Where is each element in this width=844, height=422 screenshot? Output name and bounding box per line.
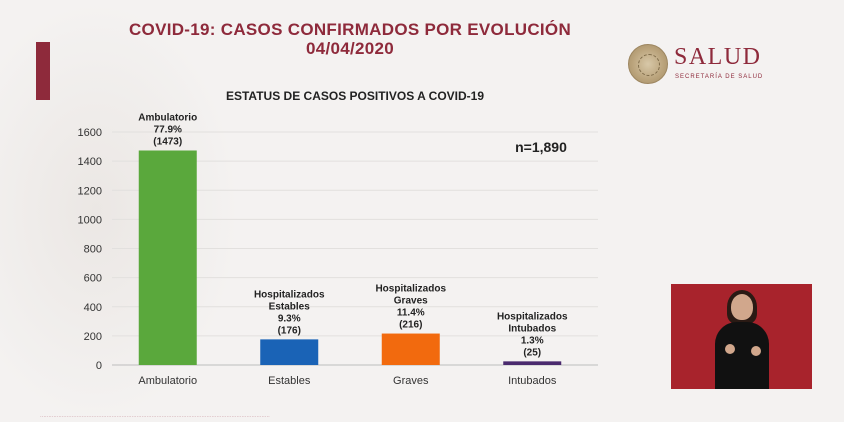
data-label: 1.3%	[521, 335, 544, 346]
data-label: Hospitalizados	[375, 284, 446, 295]
bar-ambulatorio	[138, 150, 197, 365]
sample-size-annotation: n=1,890	[515, 139, 567, 155]
data-label: Ambulatorio	[138, 112, 197, 123]
bar-estables	[260, 339, 319, 365]
sign-language-interpreter	[671, 284, 812, 389]
y-tick-label: 800	[84, 244, 102, 256]
accent-bar	[36, 42, 50, 100]
x-tick-label: Ambulatorio	[138, 375, 197, 387]
data-label: 77.9%	[154, 124, 182, 135]
data-label: (25)	[523, 347, 541, 358]
data-label: 11.4%	[397, 308, 425, 319]
logo-subtitle: SECRETARÍA DE SALUD	[675, 74, 764, 80]
bar-intubados	[503, 361, 562, 365]
data-label: (216)	[399, 320, 422, 331]
data-label: Hospitalizados	[254, 289, 325, 300]
y-tick-label: 600	[84, 273, 102, 285]
data-label: 9.3%	[278, 313, 301, 324]
y-tick-label: 0	[96, 360, 102, 372]
y-tick-label: 1000	[78, 214, 102, 226]
x-tick-label: Graves	[393, 375, 429, 387]
y-tick-label: 1400	[78, 156, 102, 168]
logo-brand: SALUD	[674, 44, 762, 70]
footnote: ········································…	[40, 414, 270, 420]
x-tick-label: Estables	[268, 375, 311, 387]
page-date: 04/04/2020	[305, 39, 395, 58]
salud-logo: SALUD SECRETARÍA DE SALUD	[628, 44, 788, 88]
data-label: Graves	[394, 296, 428, 307]
y-tick-label: 1200	[78, 185, 102, 197]
data-label: (176)	[278, 325, 301, 336]
page-title: COVID-19: CASOS CONFIRMADOS POR EVOLUCIÓ…	[128, 20, 572, 39]
x-tick-label: Intubados	[508, 375, 557, 387]
seal-icon	[628, 44, 668, 84]
bar-graves	[381, 333, 440, 365]
y-tick-label: 1600	[78, 127, 102, 139]
chart-title: ESTATUS DE CASOS POSITIVOS A COVID-19	[225, 89, 485, 103]
data-label: Intubados	[508, 323, 556, 334]
data-label: Hospitalizados	[497, 311, 568, 322]
data-label: Estables	[269, 301, 311, 312]
y-tick-label: 200	[84, 331, 102, 343]
y-tick-label: 400	[84, 302, 102, 314]
data-label: (1473)	[153, 136, 182, 147]
